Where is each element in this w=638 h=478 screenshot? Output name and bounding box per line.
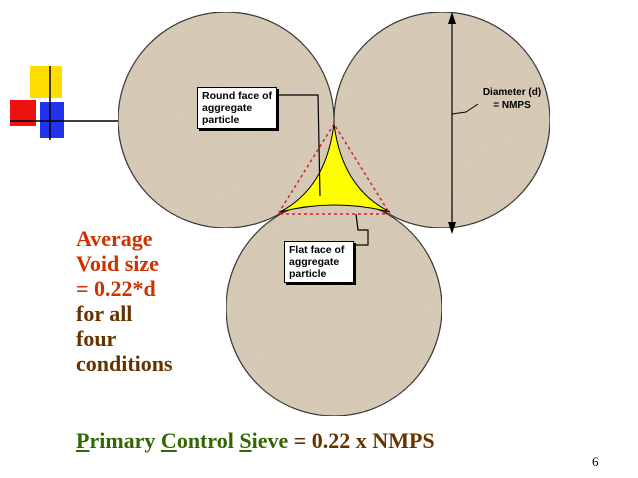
decorative-squares-logo (10, 66, 128, 140)
diameter-leader-line (451, 103, 479, 115)
callout-line: particle (289, 268, 327, 280)
primary-control-sieve-formula: Primary Control Sieve = 0.22 x NMPS (76, 428, 435, 454)
void-space (279, 123, 391, 213)
underlined-letter: S (239, 428, 252, 453)
flat-face-callout: Flat face of aggregate particle (284, 241, 354, 283)
aggregate-particle-right (333, 11, 551, 229)
aggregate-particle-bottom (225, 199, 443, 417)
callout-line: aggregate (289, 256, 340, 268)
diameter-label: Diameter (d) = NMPS (474, 86, 550, 112)
diameter-label-line: Diameter (d) (482, 87, 542, 98)
void-triangle-outline (276, 122, 392, 215)
round-face-callout: Round face of aggregate particle (197, 87, 277, 129)
callout-line: particle (202, 114, 240, 126)
callout-line: Round face of (202, 90, 272, 102)
underlined-letter: C (160, 428, 177, 453)
diameter-arrow (448, 12, 456, 234)
round-face-leader-line (276, 94, 321, 197)
side-text-line: = 0.22*d (76, 276, 156, 301)
underlined-letter: P (76, 428, 90, 453)
average-void-size-text: Average Void size = 0.22*d for all four … (76, 226, 173, 376)
diameter-label-line: = NMPS (493, 100, 531, 111)
side-text-line: for all (76, 301, 133, 326)
flat-face-leader-line (348, 213, 369, 246)
callout-line: Flat face of (289, 244, 345, 256)
word-fragment: ontrol (176, 428, 240, 453)
word-fragment: ieve (251, 428, 289, 453)
formula-text: = 0.22 x NMPS (288, 428, 435, 453)
side-text-line: Average (76, 226, 153, 251)
page-number: 6 (592, 454, 599, 469)
side-text-line: four (76, 326, 117, 351)
callout-line: aggregate (202, 102, 253, 114)
side-text-line: Void size (76, 251, 159, 276)
side-text-line: conditions (76, 351, 173, 376)
word-fragment: rimary (89, 428, 161, 453)
